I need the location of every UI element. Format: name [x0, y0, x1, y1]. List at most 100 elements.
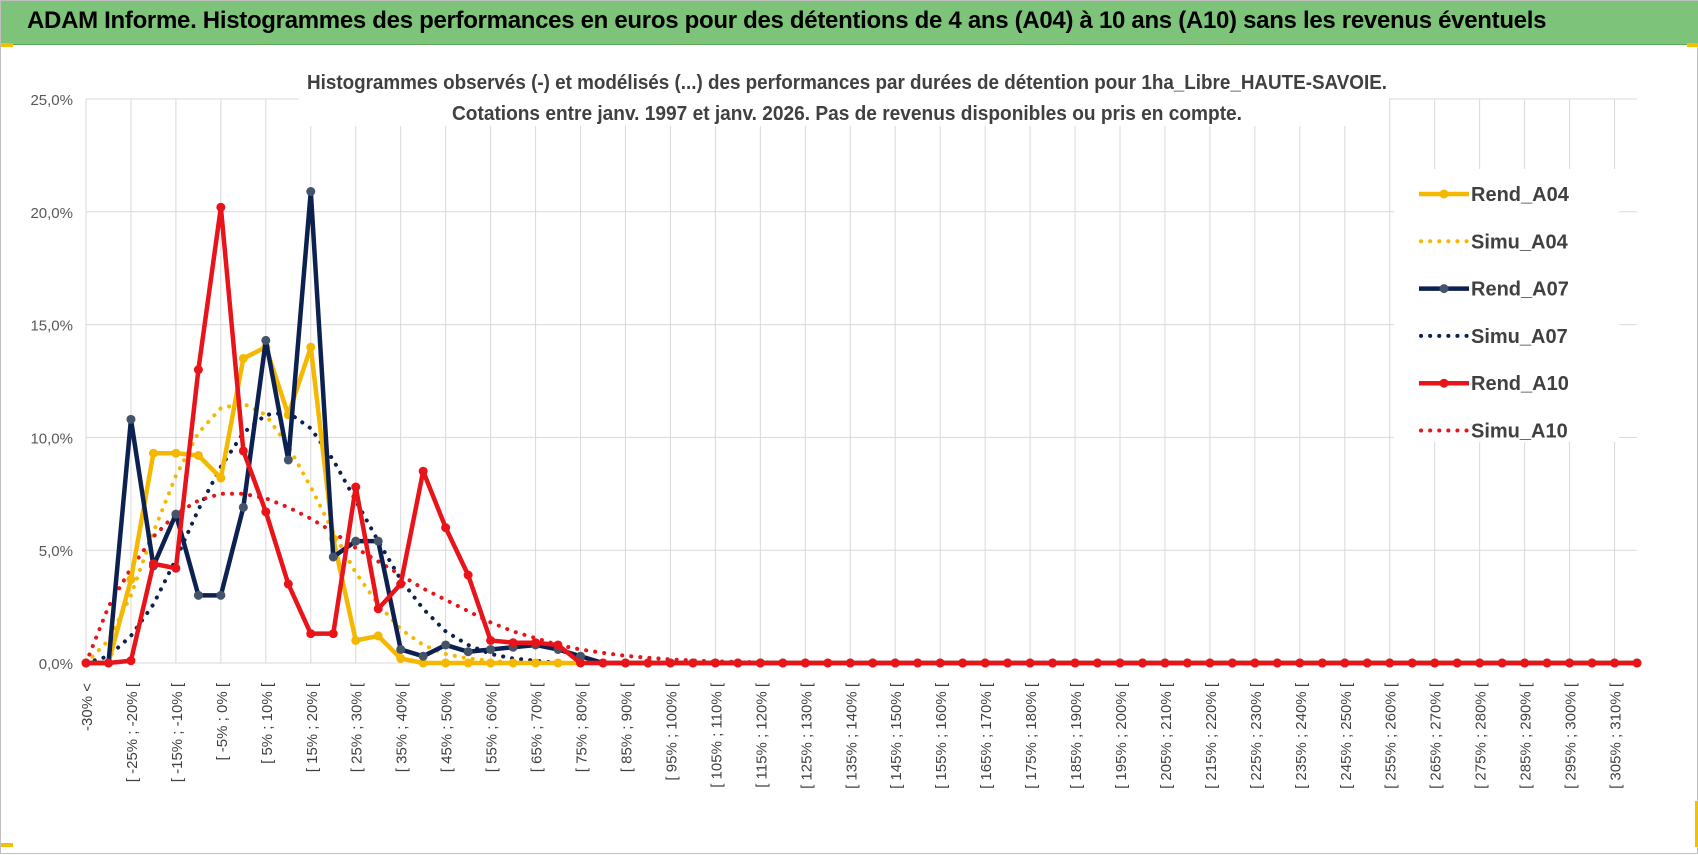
x-tick-label: [ -25% ; -20% [: [124, 682, 141, 782]
data-point-Rend_A10: [1452, 658, 1462, 668]
x-tick-label: [ -15% ; -10% [: [169, 682, 186, 782]
x-tick-label: [ 135% ; 140% [: [843, 682, 860, 789]
data-point-Rend_A10: [1295, 658, 1305, 668]
data-point-Rend_A07: [261, 335, 271, 345]
data-point-Rend_A10: [1272, 658, 1282, 668]
data-point-Rend_A04: [238, 353, 248, 363]
x-tick-label: [ 95% ; 100% [: [663, 682, 680, 780]
data-point-Rend_A04: [148, 448, 158, 458]
data-point-Rend_A10: [1227, 658, 1237, 668]
data-point-Rend_A04: [553, 658, 563, 668]
x-tick-label: [ 85% ; 90% [: [618, 682, 635, 772]
x-tick-label: [ 15% ; 20% [: [304, 682, 321, 772]
data-point-Rend_A07: [396, 644, 406, 654]
data-point-Rend_A04: [463, 658, 473, 668]
corner-mark-top-right: [1687, 43, 1698, 47]
series-line-Rend_A10: [86, 205, 1637, 666]
y-tick-label: 15,0%: [30, 318, 73, 335]
data-point-Rend_A10: [486, 635, 496, 645]
x-tick-label: [ 185% ; 190% [: [1068, 682, 1085, 789]
data-point-Rend_A07: [193, 590, 203, 600]
data-point-Rend_A10: [688, 658, 698, 668]
x-tick-label: [ 235% ; 240% [: [1293, 682, 1310, 789]
x-tick-label: [ 245% ; 250% [: [1338, 682, 1355, 789]
x-tick-label: [ 145% ; 150% [: [888, 682, 905, 789]
data-point-Rend_A10: [1632, 658, 1642, 668]
x-tick-label: [ 305% ; 310% [: [1608, 682, 1625, 789]
data-point-Rend_A10: [508, 638, 518, 648]
data-point-Rend_A10: [193, 365, 203, 375]
data-point-Rend_A04: [306, 342, 316, 352]
data-point-Rend_A10: [1160, 658, 1170, 668]
data-point-Rend_A10: [598, 658, 608, 668]
x-tick-label: [ 175% ; 180% [: [1023, 682, 1040, 789]
data-point-Rend_A07: [351, 536, 361, 546]
data-point-Rend_A07: [373, 536, 383, 546]
legend-label-Simu_A10: Simu_A10: [1471, 421, 1568, 443]
data-point-Rend_A07: [283, 455, 293, 465]
data-point-Rend_A04: [373, 631, 383, 641]
legend-marker-Rend_A10: [1439, 378, 1449, 388]
data-point-Rend_A04: [216, 473, 226, 483]
data-point-Rend_A10: [1542, 658, 1552, 668]
legend-label-Rend_A04: Rend_A04: [1471, 184, 1570, 206]
corner-mark-bottom-right: [1695, 801, 1698, 847]
data-point-Rend_A10: [755, 658, 765, 668]
data-point-Rend_A10: [81, 658, 91, 668]
data-point-Rend_A10: [1182, 658, 1192, 668]
data-point-Rend_A10: [868, 658, 878, 668]
data-point-Rend_A07: [216, 590, 226, 600]
x-tick-label: [ 165% ; 170% [: [978, 682, 995, 789]
data-point-Rend_A10: [261, 507, 271, 517]
data-point-Rend_A07: [306, 186, 316, 196]
report-title: ADAM Informe. Histogrammes des performan…: [27, 7, 1547, 34]
chart-title-line: Cotations entre janv. 1997 et janv. 2026…: [452, 103, 1242, 125]
data-point-Rend_A10: [890, 658, 900, 668]
data-point-Rend_A07: [238, 502, 248, 512]
data-point-Rend_A10: [103, 658, 113, 668]
data-point-Rend_A10: [238, 446, 248, 456]
data-point-Rend_A10: [373, 604, 383, 614]
x-tick-label: [ 55% ; 60% [: [484, 682, 501, 772]
data-point-Rend_A10: [643, 658, 653, 668]
data-point-Rend_A10: [1565, 658, 1575, 668]
x-tick-label: [ 115% ; 120% [: [753, 682, 770, 788]
data-point-Rend_A10: [171, 563, 181, 573]
data-point-Rend_A04: [171, 448, 181, 458]
data-point-Rend_A10: [823, 658, 833, 668]
data-point-Rend_A10: [1497, 658, 1507, 668]
legend-marker-Rend_A07: [1439, 284, 1449, 294]
data-point-Rend_A10: [553, 640, 563, 650]
legend-marker-Rend_A04: [1439, 189, 1449, 199]
x-tick-label: [ 75% ; 80% [: [574, 682, 591, 772]
data-point-Rend_A10: [463, 570, 473, 580]
data-point-Rend_A10: [1003, 658, 1013, 668]
data-point-Rend_A04: [396, 653, 406, 663]
data-point-Rend_A10: [351, 482, 361, 492]
data-point-Rend_A10: [1317, 658, 1327, 668]
legend-box: [1394, 169, 1619, 442]
data-point-Rend_A10: [126, 656, 136, 666]
data-point-Rend_A10: [1205, 658, 1215, 668]
data-point-Rend_A10: [800, 658, 810, 668]
data-point-Rend_A10: [620, 658, 630, 668]
data-point-Rend_A10: [1430, 658, 1440, 668]
data-point-Rend_A04: [418, 658, 428, 668]
data-point-Rend_A10: [1475, 658, 1485, 668]
chart-title-backdrop: [299, 96, 1389, 126]
report-banner: ADAM Informe. Histogrammes des performan…: [1, 1, 1698, 45]
data-point-Rend_A10: [1048, 658, 1058, 668]
data-point-Rend_A10: [441, 523, 451, 533]
data-point-Rend_A07: [126, 414, 136, 424]
x-tick-label: [ 225% ; 230% [: [1248, 682, 1265, 789]
series-line-Simu_A07: [84, 410, 1639, 665]
x-tick-label: -30% <: [79, 683, 96, 731]
x-tick-label: [ 125% ; 130% [: [798, 682, 815, 789]
x-tick-label: [ 45% ; 50% [: [439, 682, 456, 772]
chart-title-line: Histogrammes observés (-) et modélisés (…: [307, 72, 1387, 94]
x-tick-label: [ 205% ; 210% [: [1158, 682, 1175, 789]
data-point-Rend_A10: [531, 638, 541, 648]
data-point-Rend_A10: [710, 658, 720, 668]
